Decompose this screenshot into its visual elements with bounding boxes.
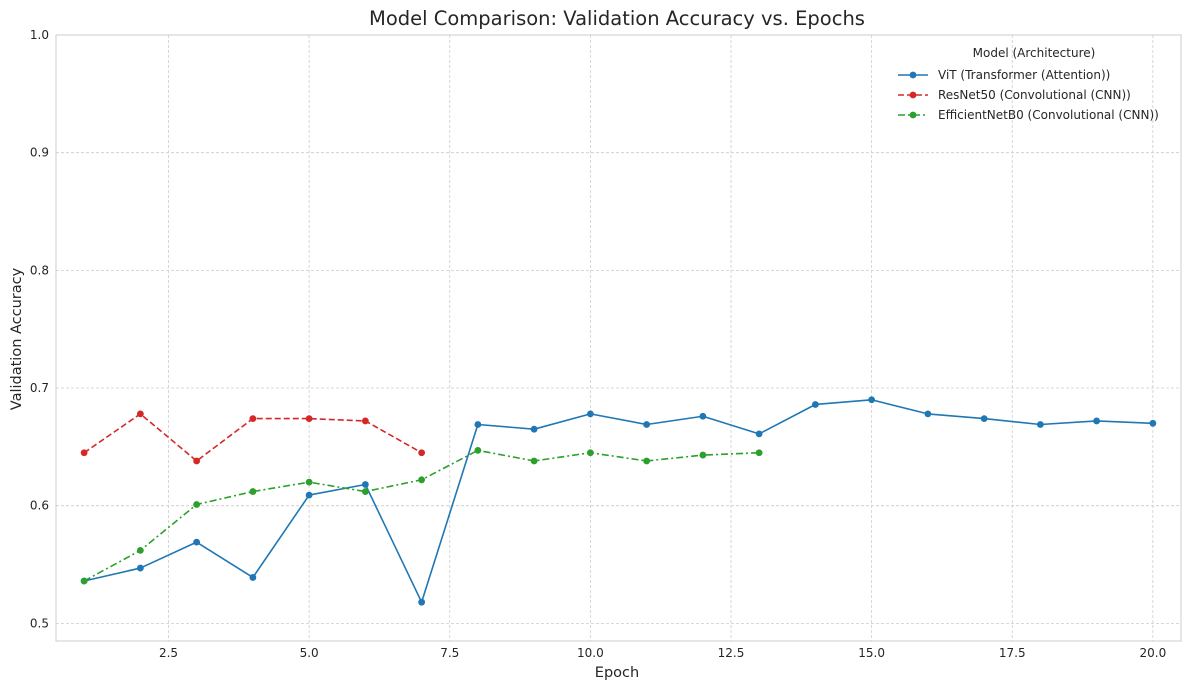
data-point: [305, 491, 313, 499]
data-point: [474, 446, 482, 454]
legend-title: Model (Architecture): [973, 46, 1096, 60]
plot-frame: [55, 34, 1182, 642]
y-tick-label: 0.9: [30, 146, 49, 160]
data-point: [418, 476, 426, 484]
legend: Model (Architecture) ViT (Transformer (A…: [898, 46, 1159, 122]
y-tick-label: 0.7: [30, 381, 49, 395]
series-line: [83, 398, 1153, 603]
data-point: [699, 412, 707, 420]
data-point: [193, 457, 201, 465]
data-point: [868, 396, 876, 404]
data-point: [1036, 421, 1044, 428]
data-point: [136, 546, 144, 554]
data-point: [474, 421, 482, 428]
data-point: [193, 501, 201, 508]
data-point: [80, 449, 88, 457]
legend-label: EfficientNetB0 (Convolutional (CNN)): [938, 108, 1159, 122]
data-point: [755, 430, 763, 438]
data-point: [136, 564, 144, 572]
series-1: [80, 396, 1157, 606]
legend-marker: [909, 71, 917, 79]
data-point: [755, 449, 763, 457]
series-3: [80, 446, 763, 585]
x-tick-label: 5.0: [300, 646, 319, 660]
data-point: [586, 449, 594, 457]
legend-marker: [909, 91, 917, 99]
grid-lines: [56, 34, 1181, 641]
x-tick-label: 2.5: [159, 646, 178, 660]
data-point: [249, 415, 257, 423]
data-point: [1093, 417, 1101, 425]
data-point: [643, 457, 651, 465]
legend-item: EfficientNetB0 (Convolutional (CNN)): [898, 108, 1159, 122]
data-point: [643, 421, 651, 428]
y-axis-ticks: 0.5 0.6 0.7 0.8 0.9 1.0: [30, 28, 49, 630]
x-tick-label: 10.0: [577, 646, 604, 660]
data-point: [530, 425, 538, 433]
legend-marker: [909, 111, 917, 119]
data-point: [586, 410, 594, 418]
x-tick-label: 20.0: [1140, 646, 1167, 660]
legend-item: ResNet50 (Convolutional (CNN)): [898, 88, 1131, 102]
series-line: [83, 449, 760, 582]
y-axis-label: Validation Accuracy: [9, 267, 25, 410]
x-tick-label: 7.5: [440, 646, 459, 660]
data-point: [305, 478, 313, 486]
series-2: [80, 410, 426, 465]
data-point: [361, 488, 369, 495]
legend-label: ViT (Transformer (Attention)): [938, 68, 1110, 82]
x-tick-label: 17.5: [999, 646, 1026, 660]
y-tick-label: 0.5: [30, 616, 49, 630]
x-tick-label: 15.0: [858, 646, 885, 660]
data-point: [361, 417, 369, 425]
data-point: [361, 481, 369, 488]
data-point: [193, 538, 201, 546]
data-point: [980, 415, 988, 423]
y-tick-label: 0.6: [30, 499, 49, 513]
data-point: [418, 598, 426, 606]
data-point: [418, 449, 426, 457]
x-axis-ticks: 2.5 5.0 7.5 10.0 12.5 15.0 17.5 20.0: [159, 646, 1166, 660]
legend-label: ResNet50 (Convolutional (CNN)): [938, 88, 1131, 102]
series-layer: [80, 396, 1157, 606]
data-point: [305, 415, 313, 423]
x-tick-label: 12.5: [718, 646, 745, 660]
legend-items: ViT (Transformer (Attention)) ResNet50 (C…: [898, 68, 1159, 122]
x-axis-label: Epoch: [595, 665, 639, 681]
chart-title: Model Comparison: Validation Accuracy vs…: [369, 7, 865, 30]
data-point: [80, 577, 88, 585]
data-point: [136, 410, 144, 418]
y-tick-label: 1.0: [30, 28, 49, 42]
data-point: [1149, 419, 1157, 427]
legend-item: ViT (Transformer (Attention)): [898, 68, 1110, 82]
data-point: [249, 574, 257, 581]
data-point: [249, 488, 257, 495]
data-point: [699, 451, 707, 459]
data-point: [530, 457, 538, 465]
y-tick-label: 0.8: [30, 263, 49, 277]
data-point: [924, 410, 932, 418]
data-point: [811, 401, 819, 408]
